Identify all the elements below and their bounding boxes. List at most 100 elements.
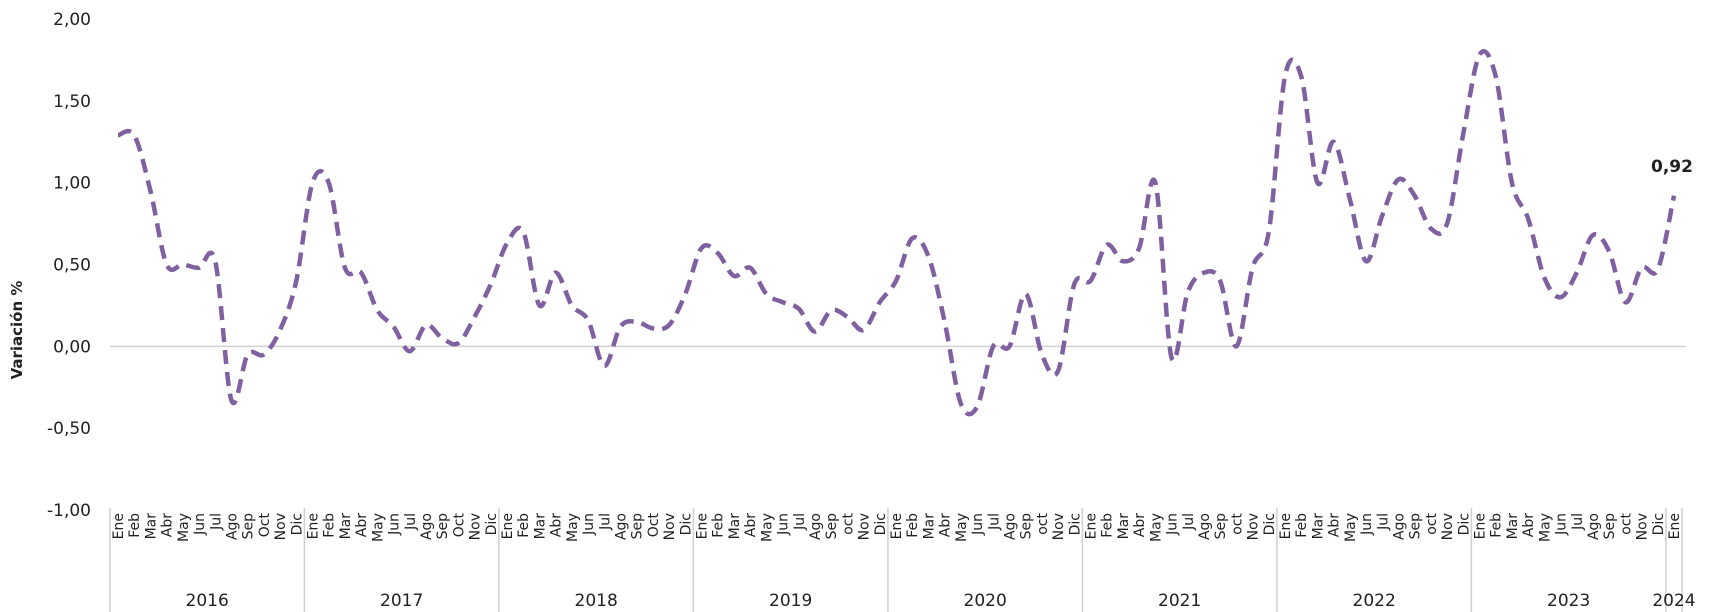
x-tick-label: Sep [1408, 513, 1424, 540]
x-tick-label: Sep [1213, 513, 1229, 540]
x-tick-label: Mar [532, 513, 548, 540]
line [117, 49, 1677, 417]
x-tick-label: Sep [630, 513, 646, 540]
x-tick-label: Ene [1667, 513, 1683, 539]
x-tick-label: Feb [127, 513, 143, 538]
x-tick-label: Abr [1132, 513, 1148, 537]
x-tick-label: Abr [160, 513, 176, 537]
x-tick-label: Dic [678, 513, 694, 535]
x-tick-label: Sep [1602, 513, 1618, 540]
x-tick-label: Jun [970, 513, 986, 536]
x-tick-label: Jun [1554, 513, 1570, 536]
x-tick-label: Feb [1100, 513, 1116, 538]
x-tick-label: Nov [273, 513, 289, 540]
x-tick-label: Ene [1278, 513, 1294, 539]
x-tick-label: Mar [1116, 513, 1132, 540]
x-tick-label: Ene [1473, 513, 1489, 539]
x-tick-label: Nov [857, 513, 873, 540]
year-label: 2024 [1652, 591, 1695, 611]
x-tick-label: Abr [938, 513, 954, 537]
x-tick-label: May [370, 513, 386, 542]
x-tick-label: Dic [1651, 513, 1667, 535]
x-tick-label: May [954, 513, 970, 542]
x-tick-label: Ago [808, 513, 824, 540]
x-tick-label: Feb [516, 513, 532, 538]
x-tick-label: oct [1035, 513, 1051, 535]
year-label: 2018 [575, 591, 618, 611]
x-tick-label: Jun [192, 513, 208, 536]
year-label: 2020 [964, 591, 1007, 611]
x-tick-label: Jun [581, 513, 597, 536]
data-label: 0,92 [1651, 157, 1693, 177]
x-tick-label: Jul [1375, 513, 1391, 531]
x-tick-label: Jun [387, 513, 403, 536]
y-tick-label: -0,50 [47, 419, 91, 439]
x-tick-label: Jul [986, 513, 1002, 531]
x-tick-label: Oct [451, 513, 467, 538]
y-tick-label: -1,00 [47, 501, 91, 521]
x-tick-label: Jun [1165, 513, 1181, 536]
x-tick-label: Ago [613, 513, 629, 540]
x-tick-label: Dic [1262, 513, 1278, 535]
y-tick-label: 1,50 [53, 92, 91, 112]
x-tick-label: Dic [484, 513, 500, 535]
x-tick-label: Mar [1505, 513, 1521, 540]
x-tick-label: Abr [1521, 513, 1537, 537]
x-tick-label: Abr [1327, 513, 1343, 537]
x-tick-label: Ago [419, 513, 435, 540]
x-tick-label: Ago [1197, 513, 1213, 540]
x-tick-label: May [176, 513, 192, 542]
x-tick-label: Feb [1489, 513, 1505, 538]
x-tick-label: Jul [792, 513, 808, 531]
y-tick-label: 0,00 [53, 337, 91, 357]
year-label: 2016 [186, 591, 229, 611]
year-label: 2019 [769, 591, 812, 611]
x-tick-label: Jul [1181, 513, 1197, 531]
x-tick-label: Sep [1019, 513, 1035, 540]
y-tick-label: 0,50 [53, 256, 91, 276]
x-tick-label: Mar [143, 513, 159, 540]
x-tick-label: Ene [111, 513, 127, 539]
x-tick-label: Nov [1440, 513, 1456, 540]
x-tick-label: oct [1424, 513, 1440, 535]
x-tick-label: May [1537, 513, 1553, 542]
x-tick-label: Feb [322, 513, 338, 538]
x-tick-label: Ago [1391, 513, 1407, 540]
x-tick-label: Dic [873, 513, 889, 535]
x-tick-label: Nov [1051, 513, 1067, 540]
x-tick-label: Ene [500, 513, 516, 539]
year-label: 2022 [1353, 591, 1396, 611]
x-tick-label: May [1148, 513, 1164, 542]
x-tick-label: Ene [306, 513, 322, 539]
x-tick-label: Ago [1586, 513, 1602, 540]
x-tick-label: Jun [776, 513, 792, 536]
y-tick-label: 2,00 [53, 10, 91, 30]
x-tick-label: Nov [1635, 513, 1651, 540]
x-tick-label: oct [1229, 513, 1245, 535]
year-label: 2023 [1547, 591, 1590, 611]
x-tick-label: Abr [549, 513, 565, 537]
x-tick-label: oct [1618, 513, 1634, 535]
x-tick-label: Mar [727, 513, 743, 540]
x-tick-label: Jul [1570, 513, 1586, 531]
x-tick-label: Jun [1359, 513, 1375, 536]
x-tick-label: Ene [695, 513, 711, 539]
x-tick-label: Feb [711, 513, 727, 538]
x-tick-label: May [565, 513, 581, 542]
x-tick-label: Oct [257, 513, 273, 538]
year-label: 2017 [380, 591, 423, 611]
x-tick-label: Mar [338, 513, 354, 540]
x-tick-label: Abr [743, 513, 759, 537]
x-tick-label: Nov [468, 513, 484, 540]
x-tick-label: Ago [1002, 513, 1018, 540]
x-tick-label: Jul [597, 513, 613, 531]
x-tick-label: Mar [921, 513, 937, 540]
x-tick-label: Oct [646, 513, 662, 538]
x-tick-label: Ene [889, 513, 905, 539]
x-tick-label: Dic [1067, 513, 1083, 535]
x-tick-label: Nov [1246, 513, 1262, 540]
x-tick-label: Jul [208, 513, 224, 531]
year-label: 2021 [1158, 591, 1201, 611]
x-tick-label: Sep [824, 513, 840, 540]
